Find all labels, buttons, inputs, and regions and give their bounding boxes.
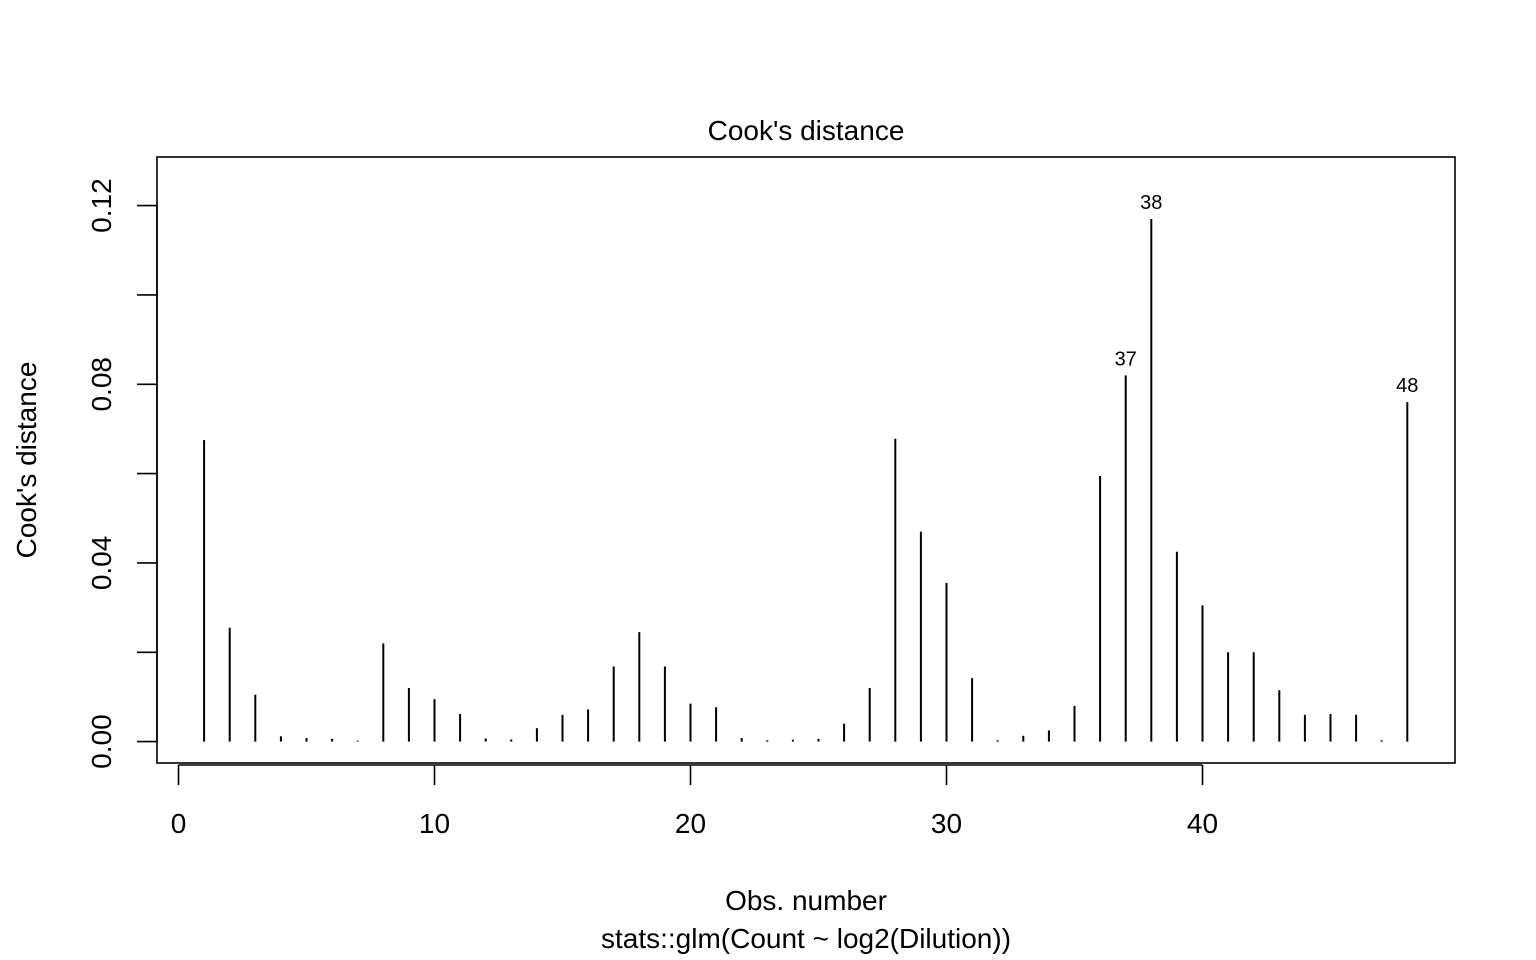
point-label-48: 48 [1396, 375, 1418, 397]
point-label-37: 37 [1115, 348, 1137, 370]
point-labels-group: 37 38 48 [1115, 192, 1419, 397]
point-label-38: 38 [1140, 192, 1162, 214]
y-tick-label: 0.12 [86, 178, 117, 233]
y-tick-label: 0.04 [86, 536, 117, 591]
y-axis: 0.00 0.04 0.08 0.12 [86, 178, 158, 769]
y-tick-label: 0.00 [86, 714, 117, 769]
x-tick-label: 40 [1187, 808, 1218, 839]
x-tick-label: 10 [419, 808, 450, 839]
x-axis-subtitle: stats::glm(Count ~ log2(Dilution)) [601, 923, 1011, 954]
plot-frame [156, 156, 1456, 764]
x-axis: 0 10 20 30 40 [171, 764, 1218, 839]
x-axis-title: Obs. number [725, 885, 887, 916]
x-tick-label: 20 [675, 808, 706, 839]
x-tick-label: 30 [931, 808, 962, 839]
x-tick-label: 0 [171, 808, 187, 839]
needles-group [203, 218, 1409, 742]
y-axis-title: Cook's distance [11, 362, 42, 559]
y-tick-label: 0.08 [86, 357, 117, 412]
chart-title: Cook's distance [708, 115, 905, 146]
